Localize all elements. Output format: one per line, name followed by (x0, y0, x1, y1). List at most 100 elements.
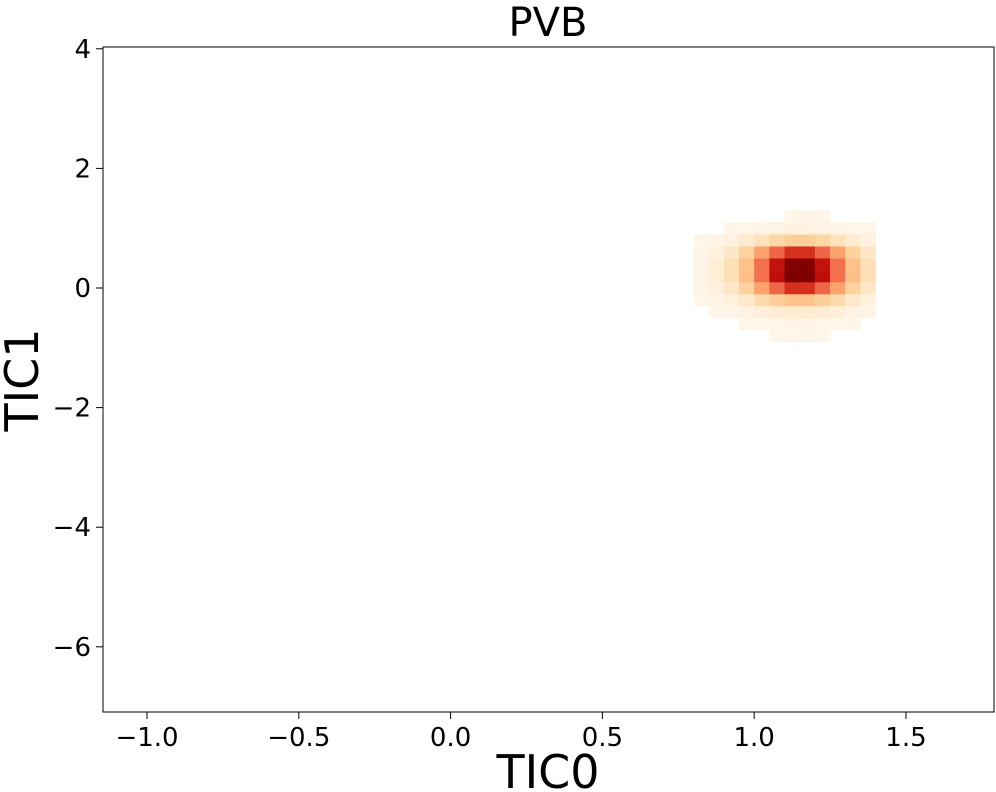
hist-cell (784, 305, 801, 319)
hist-cell (769, 270, 785, 283)
hist-cell (769, 305, 785, 319)
hist-cell (769, 222, 785, 235)
hist-cell (784, 317, 801, 331)
hist-cell (860, 234, 876, 247)
hist-cell (830, 293, 846, 307)
hist-cell (723, 305, 740, 319)
hist-cell (845, 317, 861, 331)
hist-cell (738, 282, 755, 295)
hist-cell (738, 317, 755, 331)
hist-cell (799, 210, 816, 223)
hist-cell (845, 305, 861, 319)
hist-cell (799, 282, 816, 295)
hist-cell (769, 329, 785, 343)
hist-cell (860, 270, 876, 283)
hist-cell (860, 222, 876, 235)
hist-cell (814, 270, 831, 283)
hist-cell (723, 258, 740, 271)
hist-cell (708, 258, 725, 271)
x-tick-label: 1.5 (885, 723, 926, 753)
hist-cell (830, 305, 846, 319)
hist-cell (814, 282, 831, 295)
hist-cell (693, 246, 709, 259)
hist-cell (723, 234, 740, 247)
hist-cell (784, 258, 801, 271)
hist-cell (830, 317, 846, 331)
hist-cell (754, 305, 770, 319)
hist-cell (814, 234, 831, 247)
hist-cell (799, 234, 816, 247)
hist-cell (723, 293, 740, 307)
hist-cell (860, 305, 876, 319)
hist-cell (754, 222, 770, 235)
hist-cell (708, 246, 725, 259)
hist-cell (784, 293, 801, 307)
hist-cell (799, 246, 816, 259)
hist-cell (769, 293, 785, 307)
hist-cell (693, 270, 709, 283)
x-axis-label: TIC0 (495, 745, 599, 792)
hist-cell (784, 234, 801, 247)
hist-cell (814, 329, 831, 343)
hist-cell (769, 258, 785, 271)
hist-cell (693, 258, 709, 271)
hist-cell (784, 246, 801, 259)
hist-cell (860, 282, 876, 295)
hist-cell (845, 258, 861, 271)
hist-cell (754, 270, 770, 283)
hist-cell (738, 246, 755, 259)
chart-title: PVB (509, 0, 588, 46)
hist-cell (845, 222, 861, 235)
hist-cell (708, 293, 725, 307)
hist-cell (860, 258, 876, 271)
hist-cell (754, 317, 770, 331)
hist-cell (799, 317, 816, 331)
hist-cell (769, 246, 785, 259)
hist-cell (723, 282, 740, 295)
hist-cell (830, 222, 846, 235)
hist-cell (754, 246, 770, 259)
y-tick-label: 4 (74, 35, 91, 65)
x-tick-label: 0.0 (430, 723, 471, 753)
hist-cell (814, 210, 831, 223)
hist-cell (738, 270, 755, 283)
hist-cell (830, 282, 846, 295)
hist-cell (723, 222, 740, 235)
hist-cell (814, 293, 831, 307)
plot-frame (102, 46, 995, 713)
hist-cell (723, 270, 740, 283)
x-tick-label: 1.0 (733, 723, 774, 753)
hist-cell (708, 305, 725, 319)
hist-cell (845, 293, 861, 307)
hist-cell (769, 234, 785, 247)
hist-cell (769, 282, 785, 295)
hist-cell (799, 258, 816, 271)
x-tick-label: −1.0 (115, 723, 178, 753)
hist-cell (830, 270, 846, 283)
hist-cell (754, 282, 770, 295)
hist-cell (845, 270, 861, 283)
hist-cell (814, 222, 831, 235)
hist-cell (738, 234, 755, 247)
hist-cell (738, 293, 755, 307)
hist-cell (738, 305, 755, 319)
hist-cell (708, 270, 725, 283)
hist-cell (708, 282, 725, 295)
hist-cell (799, 329, 816, 343)
hist-cell (769, 317, 785, 331)
hist-cell (830, 258, 846, 271)
hist-cell (814, 317, 831, 331)
y-tick-label: −2 (53, 394, 91, 424)
hist-cell (693, 293, 709, 307)
y-axis-label: TIC1 (0, 328, 49, 432)
y-tick-label: 2 (74, 154, 91, 184)
hist-cell (738, 258, 755, 271)
hist-cell (784, 270, 801, 283)
hist-cell (754, 293, 770, 307)
x-tick-label: 0.5 (582, 723, 623, 753)
hist-cell (814, 305, 831, 319)
hist-cell (830, 246, 846, 259)
y-tick-label: 0 (74, 274, 91, 304)
hist-cell (845, 246, 861, 259)
